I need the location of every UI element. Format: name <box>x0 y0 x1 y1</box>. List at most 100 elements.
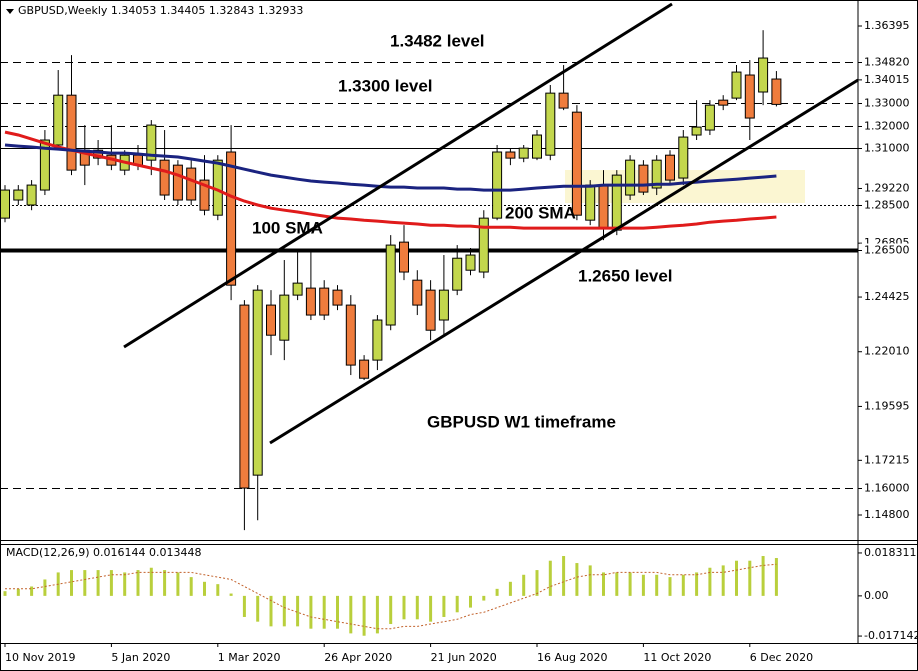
macd-bar <box>336 595 339 629</box>
macd-bar <box>615 572 619 596</box>
candles <box>0 30 782 531</box>
candle-body <box>332 289 343 306</box>
candle-body <box>425 289 436 331</box>
candle-body <box>399 241 409 273</box>
candle-body <box>359 359 370 379</box>
macd-bar <box>282 595 286 627</box>
level-label: 1.31000 <box>864 142 910 155</box>
candle-body <box>279 294 290 341</box>
y-tick-label: 0.018311 <box>864 546 917 559</box>
candle-body <box>678 136 689 179</box>
candle-body <box>505 151 516 159</box>
macd-bar <box>761 556 765 596</box>
candle-body <box>718 99 729 106</box>
header-open: 1.34053 <box>111 4 157 17</box>
macd-bar <box>3 591 7 596</box>
candle-body <box>625 159 636 196</box>
macd-bar <box>415 595 419 620</box>
candle-body <box>252 289 263 476</box>
y-tick-label: -0.017142 <box>864 629 918 642</box>
y-tick-label: 1.19595 <box>864 399 910 412</box>
macd-bar <box>109 570 113 596</box>
y-tick-label: 1.14800 <box>864 508 910 521</box>
macd-bar <box>708 567 712 596</box>
candle-body <box>412 279 423 306</box>
candle-body <box>226 151 237 286</box>
macd-bar <box>269 595 273 627</box>
moving-averages <box>4 130 777 230</box>
level-label-box <box>860 481 916 496</box>
annotation: 1.2650 level <box>578 266 673 285</box>
candle-body <box>465 254 476 271</box>
macd-bar <box>495 588 499 596</box>
x-tick-label: 1 Mar 2020 <box>218 651 281 664</box>
macd-bar <box>402 595 406 620</box>
candle-body <box>199 179 210 211</box>
sma-label: 100 SMA <box>252 218 323 237</box>
macd-header: MACD(12,26,9) 0.016144 0.013448 <box>6 546 202 559</box>
candle-body <box>186 167 197 201</box>
candle-body <box>704 104 715 131</box>
candle-body <box>744 74 755 119</box>
level-label-box <box>860 119 916 134</box>
level-label: 1.34820 <box>864 56 910 69</box>
macd-bar <box>322 595 326 629</box>
candle-body <box>585 184 596 221</box>
macd-bar <box>588 565 592 596</box>
macd-bar <box>149 567 153 596</box>
macd-bar <box>16 588 20 596</box>
candle-body <box>39 139 50 191</box>
level-label: 1.28500 <box>864 199 910 212</box>
x-tick-label: 11 Oct 2020 <box>643 651 711 664</box>
signal-value: 0.013448 <box>149 546 202 559</box>
macd-value: 0.016144 <box>93 546 146 559</box>
macd-bar <box>668 577 672 596</box>
symbol-icon <box>6 9 14 14</box>
macd-bar <box>508 581 512 596</box>
macd-bar <box>96 570 100 596</box>
macd-bar <box>163 570 167 596</box>
x-tick-label: 6 Dec 2020 <box>750 651 813 664</box>
y-tick-label: 1.17215 <box>864 453 910 466</box>
macd-bar <box>429 595 433 622</box>
signal-line <box>5 563 777 630</box>
header-high: 1.34405 <box>160 4 206 17</box>
candle-body <box>438 289 449 321</box>
candle-body <box>26 184 37 206</box>
candle-body <box>518 147 529 159</box>
level-label-box <box>860 96 916 111</box>
candle-body <box>665 154 675 181</box>
level-label-box <box>860 141 916 156</box>
macd-bar <box>30 586 34 596</box>
candle-body <box>159 159 170 196</box>
candle-body <box>558 92 569 109</box>
level-label: 1.16000 <box>864 482 910 495</box>
chart-header: GBPUSD,Weekly 1.34053 1.34405 1.32843 1.… <box>18 4 303 17</box>
macd-bar <box>522 574 526 596</box>
macd-bar <box>562 556 566 596</box>
candle-body <box>292 282 303 296</box>
macd-bar <box>189 577 193 596</box>
candle-body <box>598 184 609 229</box>
candle-body <box>146 124 157 161</box>
candle-body <box>319 287 330 316</box>
candle-body <box>492 151 503 219</box>
candle-body <box>53 94 64 146</box>
macd-bar <box>136 570 140 596</box>
macd-bar <box>681 574 685 596</box>
macd-bar <box>482 595 486 601</box>
annotation: 1.3300 level <box>338 76 433 95</box>
candle-body <box>385 244 396 326</box>
annotation: 1.3482 level <box>390 31 485 50</box>
candle-body <box>771 78 782 105</box>
candle-body <box>13 189 24 201</box>
macd-bar <box>748 560 752 596</box>
macd-bar <box>43 579 47 596</box>
candle-body <box>172 164 183 201</box>
candle-body <box>571 111 582 216</box>
macd-bar <box>774 558 778 596</box>
macd-bar <box>256 595 260 622</box>
candle-body <box>372 319 383 361</box>
candle-body <box>611 174 622 231</box>
